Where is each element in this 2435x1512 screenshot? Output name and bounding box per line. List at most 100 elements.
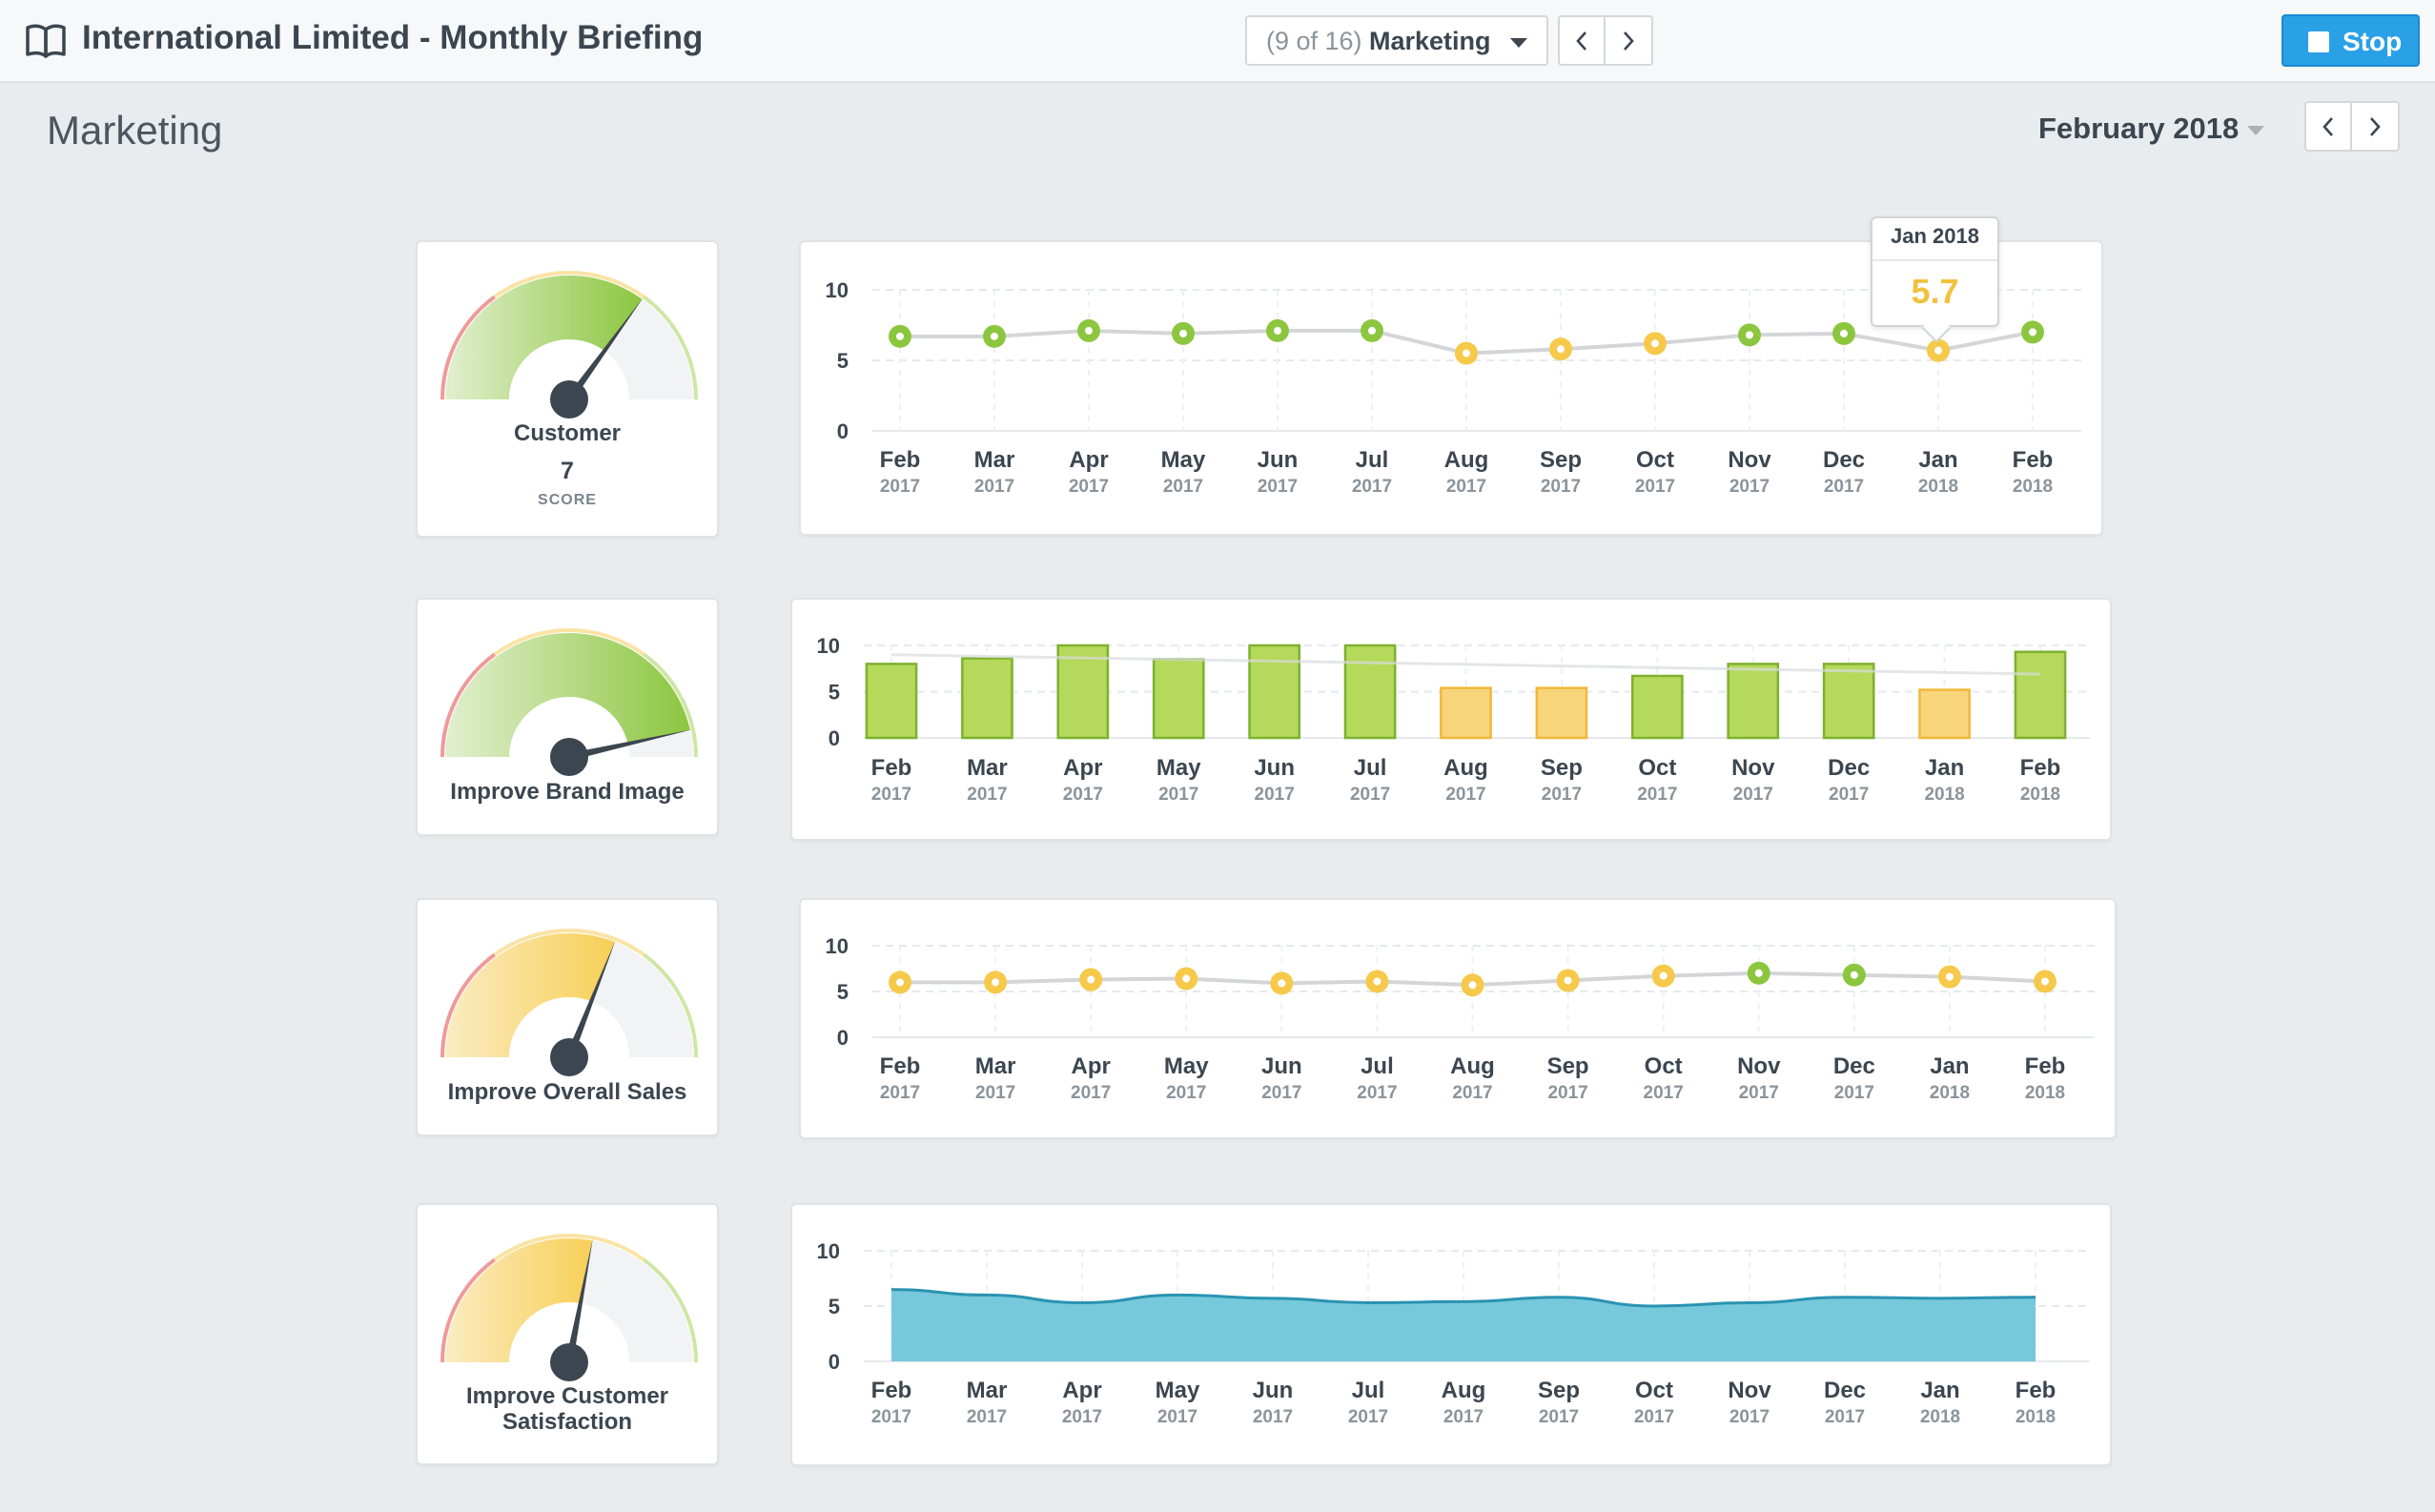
y-tick-label: 0 (837, 419, 849, 443)
stop-button[interactable]: Stop (2282, 14, 2420, 67)
x-tick-label: Jun (1258, 447, 1299, 473)
line-chart: 10 5 0 Feb 2017 Mar 2017 Apr 2017 May 2017 Jun 2017 J… (826, 934, 2095, 1103)
x-tick-label: Aug (1443, 755, 1488, 781)
x-tick-label: Mar (975, 1053, 1016, 1079)
gauge-track (591, 942, 693, 1057)
kpi-card-improve-brand-image[interactable]: Improve Brand Image (416, 598, 719, 836)
x-tick-label: Oct (1635, 1378, 1673, 1403)
data-point-center (1468, 981, 1477, 990)
x-tick-label: Feb (2025, 1053, 2066, 1079)
gauge-zone-green (642, 1257, 698, 1363)
chevron-left-icon (1576, 31, 1586, 51)
x-tick-year: 2017 (1253, 1407, 1293, 1427)
y-tick-label: 10 (817, 634, 840, 658)
period-select[interactable]: February 2018 (2038, 112, 2240, 145)
x-tick-year: 2018 (2020, 785, 2060, 805)
next-page-button[interactable] (1606, 17, 1651, 64)
data-point-center (1274, 326, 1281, 335)
page-select[interactable]: (9 of 16) Marketing (1245, 15, 1548, 66)
chevron-left-icon (2322, 116, 2333, 136)
x-tick-label: Feb (2016, 1378, 2056, 1403)
x-tick-year: 2017 (1255, 785, 1295, 805)
x-tick-label: Jul (1356, 447, 1389, 473)
gauge-hub (550, 738, 588, 776)
x-tick-label: Feb (880, 447, 921, 473)
data-point-center (896, 978, 904, 987)
x-tick-year: 2017 (1261, 1083, 1301, 1103)
x-tick-label: Sep (1540, 447, 1582, 473)
y-tick-label: 5 (829, 1295, 840, 1318)
data-point-center (1934, 346, 1942, 355)
kpi-label: Improve Customer Satisfaction (465, 1383, 669, 1435)
kpi-card-improve-customer-satisfaction[interactable]: Improve Customer Satisfaction (416, 1203, 719, 1465)
x-tick-label: Apr (1062, 1378, 1101, 1403)
kpi-card-improve-overall-sales[interactable]: Improve Overall Sales (416, 898, 719, 1136)
x-tick-label: Sep (1538, 1378, 1580, 1403)
x-tick-label: Jan (1920, 1378, 1959, 1403)
x-tick-year: 2017 (967, 1407, 1007, 1427)
gauge-hub (550, 380, 588, 419)
x-tick-year: 2017 (974, 477, 1014, 497)
x-tick-year: 2017 (1166, 1083, 1206, 1103)
prev-period-button[interactable] (2306, 103, 2352, 150)
x-tick-label: May (1156, 1378, 1200, 1403)
bar (1918, 688, 1971, 740)
x-tick-year: 2017 (1063, 785, 1103, 805)
x-tick-label: Dec (1824, 1378, 1866, 1403)
x-tick-label: Jun (1261, 1053, 1302, 1079)
bar (1535, 686, 1588, 740)
x-tick-year: 2017 (1634, 1407, 1674, 1427)
stop-label: Stop (2343, 27, 2403, 56)
x-tick-label: Jan (1930, 1053, 1969, 1079)
gauge-hub (550, 1038, 588, 1076)
x-tick-label: Dec (1833, 1053, 1875, 1079)
x-tick-year: 2017 (1733, 785, 1773, 805)
line-chart: 10 5 0 Feb 2017 Mar 2017 Apr 2017 May 2017 Jun 2017 J… (826, 278, 2081, 497)
bar-chart: 10 5 0 Feb 2017 Mar 2017 Apr 2017 May 2017 Jun 2017 J… (817, 634, 2090, 805)
x-tick-label: Aug (1444, 447, 1489, 473)
next-period-button[interactable] (2352, 103, 2398, 150)
bar (865, 663, 918, 740)
bar (1822, 663, 1875, 740)
x-tick-year: 2017 (1824, 477, 1864, 497)
y-tick-label: 0 (829, 726, 840, 750)
chart-tooltip: Jan 2018 5.7 (1871, 216, 1999, 327)
x-tick-year: 2017 (871, 1407, 911, 1427)
prev-page-button[interactable] (1560, 17, 1606, 64)
x-tick-label: Feb (871, 1378, 912, 1403)
x-tick-year: 2017 (1644, 1083, 1684, 1103)
data-point-center (1087, 975, 1095, 984)
gauge-needle (568, 729, 692, 761)
data-point-center (1179, 329, 1187, 337)
data-point-center (992, 978, 1000, 987)
page-count: (9 of 16) (1266, 27, 1362, 55)
y-tick-label: 10 (826, 278, 849, 302)
chevron-down-icon[interactable] (2247, 126, 2264, 135)
x-tick-label: Oct (1638, 755, 1676, 781)
gauge-zone-red (440, 1257, 497, 1363)
kpi-card-customer[interactable]: Customer 7 SCORE (416, 240, 719, 538)
gauge-zone-green (642, 295, 698, 400)
gauge-zone-red (440, 295, 497, 400)
gauge-fill (445, 1238, 593, 1362)
x-tick-year: 2017 (1350, 785, 1390, 805)
x-tick-label: Oct (1636, 447, 1674, 473)
data-point-center (1840, 329, 1848, 337)
y-tick-label: 5 (837, 349, 849, 373)
data-point-center (1182, 974, 1191, 983)
x-tick-label: Mar (967, 1378, 1008, 1403)
x-tick-label: Jan (1918, 447, 1957, 473)
gauge (440, 1234, 698, 1381)
gauge-needle (565, 1238, 593, 1363)
book-icon[interactable] (25, 23, 67, 59)
data-point-center (1850, 971, 1858, 979)
page-nav (1558, 15, 1653, 66)
area-fill (891, 1289, 2036, 1361)
period-nav (2304, 101, 2400, 152)
x-tick-year: 2017 (1443, 1407, 1484, 1427)
x-tick-year: 2017 (1542, 785, 1582, 805)
data-point-center (1746, 331, 1753, 339)
x-tick-year: 2017 (1729, 1407, 1770, 1427)
x-tick-label: Sep (1547, 1053, 1589, 1079)
x-tick-label: May (1164, 1053, 1209, 1079)
